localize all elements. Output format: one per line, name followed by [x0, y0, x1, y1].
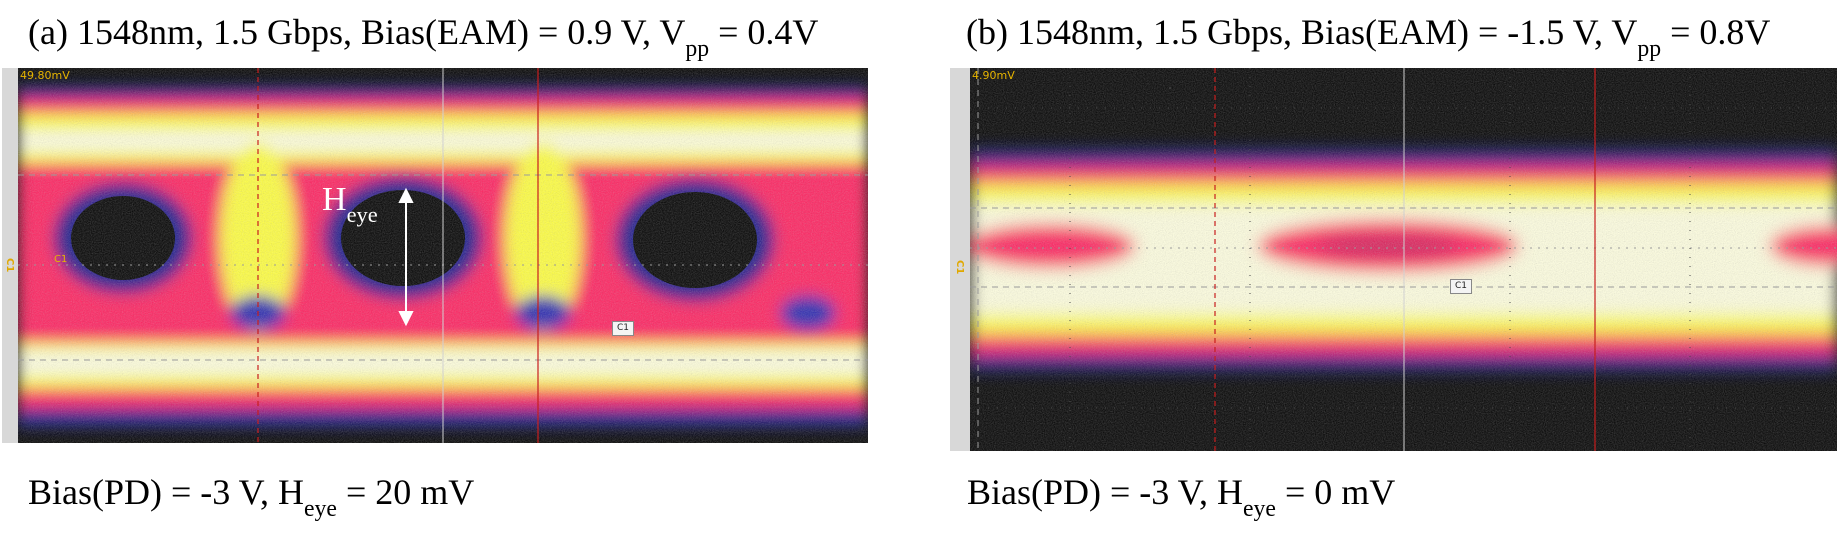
panel-a-heye-annotation: Heye: [322, 181, 378, 227]
panel-a-title-main: 1548nm, 1.5 Gbps, Bias(EAM) = 0.9 V, V: [76, 12, 686, 52]
panel-a-voltage-readout: 49.80mV: [20, 69, 70, 82]
panel-b-caption: Bias(PD) = -3 V, Heye = 0 mV: [967, 472, 1396, 521]
panel-a-title-tail: = 0.4V: [709, 12, 819, 52]
panel-b-title-sub: pp: [1637, 36, 1662, 63]
panel-b-title-main: 1548nm, 1.5 Gbps, Bias(EAM) = -1.5 V, V: [1016, 12, 1638, 52]
panel-b-label: (b): [966, 12, 1008, 52]
panel-a-heye-base: H: [322, 181, 347, 218]
panel-b-eye-plot: [970, 68, 1837, 451]
panel-a-channel-tag: C1: [54, 254, 67, 265]
panel-a-title: (a) 1548nm, 1.5 Gbps, Bias(EAM) = 0.9 V,…: [28, 12, 819, 61]
panel-a-label: (a): [28, 12, 68, 52]
eye-diagram-panel-b: (b) 1548nm, 1.5 Gbps, Bias(EAM) = -1.5 V…: [950, 0, 1837, 541]
panel-a-c1-label: C1: [612, 321, 635, 336]
eye-diagram-panel-a: (a) 1548nm, 1.5 Gbps, Bias(EAM) = 0.9 V,…: [0, 0, 900, 541]
panel-b-caption-main: Bias(PD) = -3 V, H: [967, 472, 1243, 512]
panel-b-channel-marker: C1: [954, 260, 965, 275]
panel-b-scope-display: 4.90mV C1: [970, 68, 1837, 451]
panel-b-title-tail: = 0.8V: [1661, 12, 1771, 52]
panel-a-eye-plot: C1: [18, 68, 868, 443]
panel-a-channel-strip: [2, 68, 18, 443]
panel-a-channel-marker: C1: [4, 258, 15, 273]
panel-b-c1-label: C1: [1450, 279, 1473, 294]
panel-a-scope-display: C1 49.80mV C1: [18, 68, 868, 443]
panel-b-channel-strip: [950, 68, 970, 451]
panel-a-caption: Bias(PD) = -3 V, Heye = 20 mV: [28, 472, 475, 521]
panel-b-caption-tail: = 0 mV: [1275, 472, 1396, 512]
panel-b-title: (b) 1548nm, 1.5 Gbps, Bias(EAM) = -1.5 V…: [966, 12, 1771, 61]
panel-a-title-sub: pp: [685, 36, 710, 63]
panel-a-caption-sub: eye: [304, 496, 337, 523]
panel-b-caption-sub: eye: [1243, 496, 1276, 523]
panel-b-voltage-readout: 4.90mV: [972, 69, 1015, 82]
panel-a-caption-main: Bias(PD) = -3 V, H: [28, 472, 304, 512]
panel-a-heye-sub: eye: [346, 202, 378, 228]
panel-a-caption-tail: = 20 mV: [336, 472, 475, 512]
